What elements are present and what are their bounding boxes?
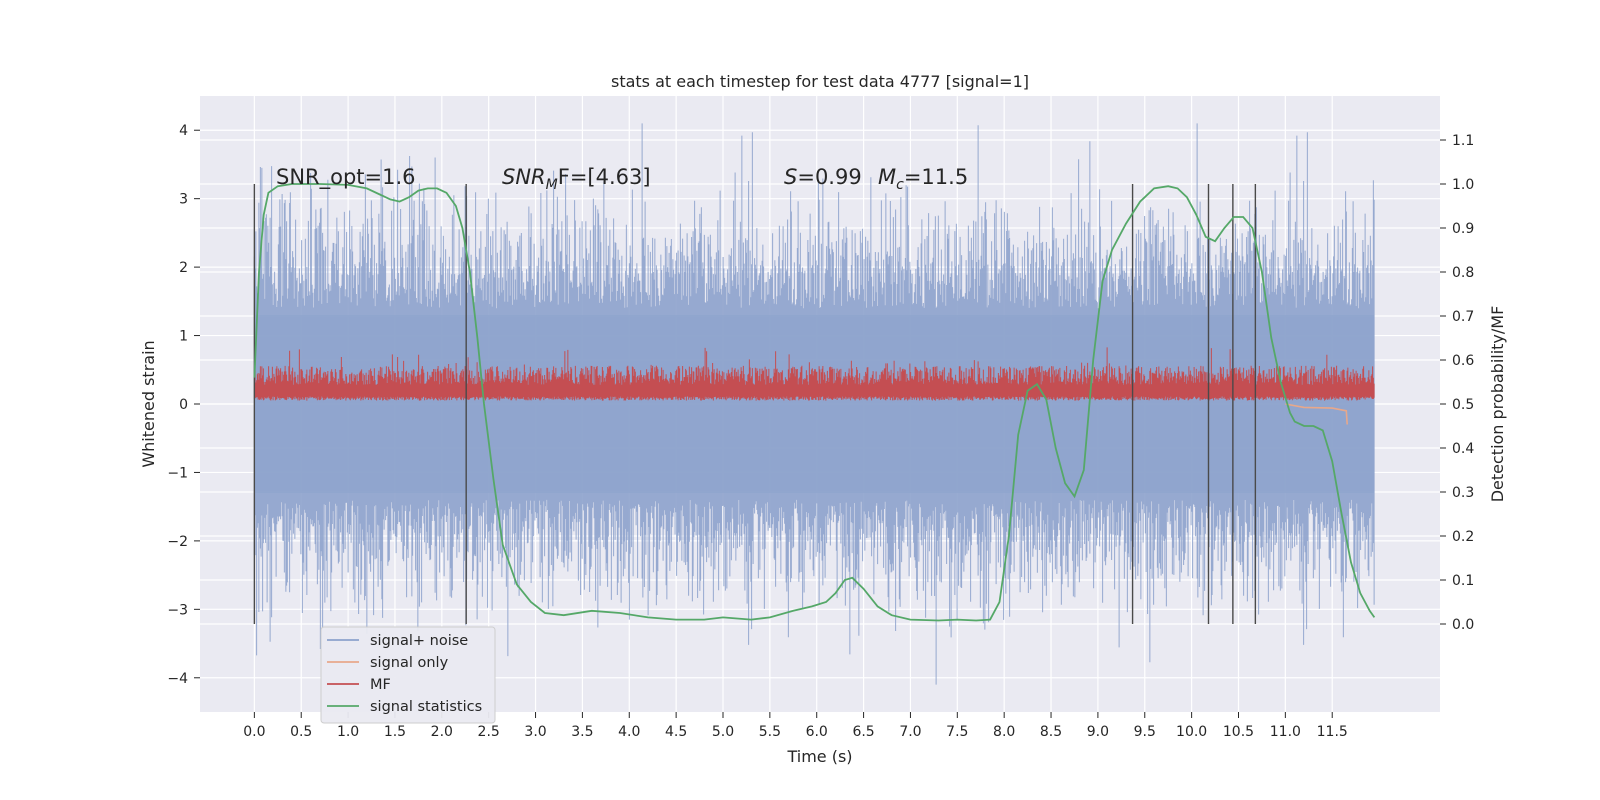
y-tick-label-left: −3 <box>167 602 188 618</box>
y-axis-label-right: Detection probability/MF <box>1488 306 1507 503</box>
y-tick-label-right: 0.2 <box>1452 529 1474 545</box>
y-tick-label-left: −1 <box>167 465 188 481</box>
x-tick-label: 6.0 <box>806 724 828 740</box>
legend: signal+ noise signal only MF signal stat… <box>320 626 496 724</box>
x-tick-label: 4.5 <box>665 724 687 740</box>
legend-label-mf: MF <box>370 677 391 693</box>
y-tick-label-right: 0.3 <box>1452 485 1474 501</box>
x-tick-label: 5.0 <box>712 724 734 740</box>
legend-label-signal-noise: signal+ noise <box>370 633 468 649</box>
x-axis-label: Time (s) <box>786 747 852 766</box>
y-tick-label-right: 1.1 <box>1452 133 1474 149</box>
y-tick-label-left: −4 <box>167 671 188 687</box>
x-tick-label: 6.5 <box>852 724 874 740</box>
signal-noise-core <box>254 315 1375 493</box>
legend-box <box>320 626 496 724</box>
y-tick-label-right: 0.9 <box>1452 221 1474 237</box>
y-tick-label-right: 0.4 <box>1452 441 1474 457</box>
x-tick-label: 9.5 <box>1134 724 1156 740</box>
legend-label-signal-statistics: signal statistics <box>370 699 482 715</box>
x-tick-label: 3.5 <box>571 724 593 740</box>
x-tick-label: 11.5 <box>1317 724 1348 740</box>
x-tick-label: 4.0 <box>618 724 640 740</box>
y-tick-label-left: 3 <box>179 192 188 208</box>
y-tick-label-left: −2 <box>167 534 188 550</box>
signal-statistics-series <box>253 183 1376 622</box>
y-tick-label-right: 0.5 <box>1452 397 1474 413</box>
x-tick-label: 2.5 <box>478 724 500 740</box>
y-tick-label-left: 0 <box>179 397 188 413</box>
chart-title: stats at each timestep for test data 477… <box>611 72 1029 91</box>
y-ticks-left: 4 3 2 1 0 −1 −2 −3 −4 <box>167 123 200 687</box>
x-tick-label: 10.0 <box>1176 724 1207 740</box>
annotation-s: S=0.99 <box>784 165 862 189</box>
y-axis-label-left: Whitened strain <box>139 340 158 467</box>
x-ticks: 0.0 0.5 1.0 1.5 2.0 2.5 3.0 3.5 4.0 4.5 5.0 5.5 6.0 6… <box>243 712 1348 740</box>
event-markers <box>253 184 1257 624</box>
y-tick-label-left: 4 <box>179 123 188 139</box>
x-tick-label: 1.5 <box>384 724 406 740</box>
y-tick-label-left: 1 <box>179 329 188 345</box>
y-ticks-right: 1.1 1.0 0.9 0.8 0.7 0.6 0.5 0.4 0.3 0.2 0.1 0.0 <box>1440 133 1474 633</box>
x-tick-label: 7.0 <box>899 724 921 740</box>
x-tick-label: 7.5 <box>946 724 968 740</box>
y-tick-label-left: 2 <box>179 260 188 276</box>
x-tick-label: 9.0 <box>1087 724 1109 740</box>
annotation-mc: Mc=11.5 <box>878 165 968 193</box>
x-tick-label: 10.5 <box>1223 724 1254 740</box>
x-tick-label: 0.5 <box>290 724 312 740</box>
y-tick-label-right: 0.1 <box>1452 573 1474 589</box>
x-tick-label: 8.0 <box>993 724 1015 740</box>
x-tick-label: 8.5 <box>1040 724 1062 740</box>
x-tick-label: 1.0 <box>337 724 359 740</box>
x-tick-label: 3.0 <box>524 724 546 740</box>
x-tick-label: 2.0 <box>431 724 453 740</box>
x-tick-label: 11.0 <box>1270 724 1301 740</box>
y-tick-label-right: 1.0 <box>1452 177 1474 193</box>
y-tick-label-right: 0.0 <box>1452 617 1474 633</box>
annotation-snr-mf: SNRMF=[4.63] <box>502 165 651 193</box>
x-tick-label: 5.5 <box>759 724 781 740</box>
annotation-snr-opt: SNR_opt=1.6 <box>276 165 416 190</box>
legend-label-signal-only: signal only <box>370 655 449 671</box>
y-tick-label-right: 0.8 <box>1452 265 1474 281</box>
signal-only-series <box>1285 403 1348 425</box>
y-tick-label-right: 0.6 <box>1452 353 1474 369</box>
x-tick-label: 0.0 <box>243 724 265 740</box>
signal-noise-series <box>253 123 1375 685</box>
y-tick-label-right: 0.7 <box>1452 309 1474 325</box>
